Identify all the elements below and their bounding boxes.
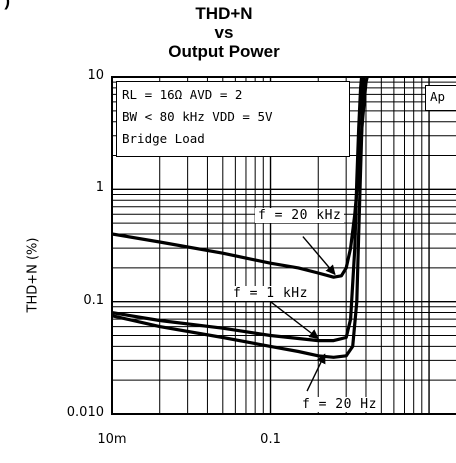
curves <box>112 77 369 359</box>
conditions-box <box>116 81 350 157</box>
clipped-label: Ap <box>430 89 446 104</box>
series-label-0: f = 20 kHz <box>255 208 345 223</box>
y-tick-label: 0.010 <box>66 405 104 420</box>
chart-title-line-2: vs <box>214 23 234 42</box>
condition-line: BW < 80 kHz VDD = 5V <box>122 109 273 124</box>
condition-line: Bridge Load <box>122 131 205 146</box>
y-tick-label: 1 <box>95 180 104 196</box>
y-tick-label: 10 <box>87 68 104 83</box>
annotation-arrow-0 <box>302 236 336 276</box>
series-label-1: f = 1 kHz <box>230 286 311 301</box>
cut-header-text: ( ) <box>0 0 11 10</box>
annotation-arrows <box>270 236 336 392</box>
x-tick-label: 0.1 <box>260 432 281 447</box>
annotation-arrow-2 <box>306 353 326 392</box>
plot-frame <box>111 76 456 415</box>
condition-line: RL = 16Ω AVD = 2 <box>122 87 243 102</box>
chart-title-line-1: THD+N <box>195 4 253 23</box>
x-tick-label: 10m <box>97 432 127 447</box>
series-line-2 <box>112 77 366 359</box>
clipped-box <box>425 85 456 111</box>
annotation-arrow-1 <box>270 301 320 340</box>
series-label-2: f = 20 Hz <box>299 397 380 412</box>
y-tick-label: 0.1 <box>83 292 104 308</box>
y-axis-label: THD+N (%) <box>25 237 41 313</box>
chart-title-line-3: Output Power <box>168 42 280 61</box>
series-line-1 <box>112 77 364 343</box>
